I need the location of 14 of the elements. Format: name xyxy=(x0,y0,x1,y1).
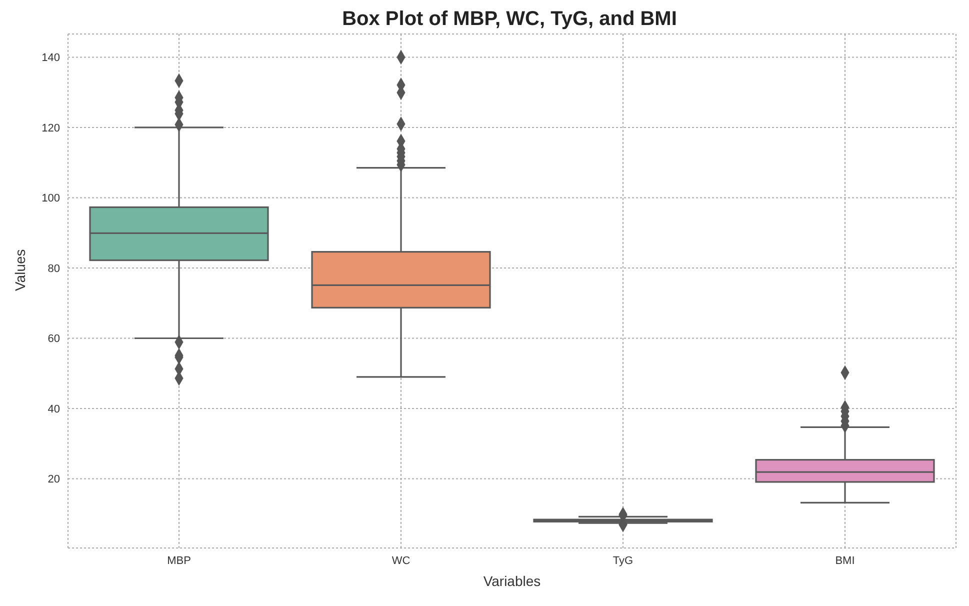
y-axis-title: Values xyxy=(12,249,28,291)
y-tick-label: 120 xyxy=(42,122,60,134)
y-tick-label: 40 xyxy=(48,403,60,416)
x-tick-label: MBP xyxy=(167,554,191,567)
y-tick-label: 60 xyxy=(48,333,60,346)
y-tick-label: 140 xyxy=(42,52,60,64)
y-tick-label: 20 xyxy=(48,474,60,486)
x-tick-label: WC xyxy=(392,554,410,567)
y-tick-label: 100 xyxy=(42,192,60,205)
y-tick-label: 80 xyxy=(48,262,60,275)
x-axis-title: Variables xyxy=(483,573,541,589)
x-tick-label: BMI xyxy=(835,554,855,567)
x-tick-label: TyG xyxy=(612,554,634,567)
chart-title: Box Plot of MBP, WC, TyG, and BMI xyxy=(341,8,678,32)
